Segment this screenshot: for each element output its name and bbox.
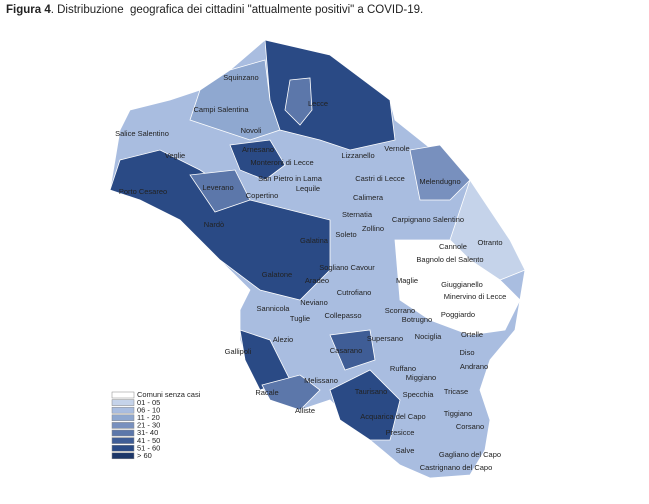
place-label: Cutrofiano	[337, 288, 372, 297]
place-label: Salice Salentino	[115, 129, 169, 138]
legend-swatch	[111, 406, 135, 414]
region-monteroni	[229, 139, 286, 181]
place-label: Corsano	[456, 422, 484, 431]
place-label: Gagliano del Capo	[439, 450, 501, 459]
place-label: Minervino di Lecce	[444, 292, 507, 301]
place-label: Lecce	[308, 99, 328, 108]
place-label: Calimera	[353, 193, 384, 202]
legend-label: 11 - 20	[137, 413, 160, 422]
place-label: Supersano	[367, 334, 403, 343]
place-label: Specchia	[403, 390, 435, 399]
place-label: Copertino	[246, 191, 279, 200]
place-label: Acquarica del Capo	[360, 412, 425, 421]
legend-swatch	[111, 437, 135, 444]
legend-label: 51 - 60	[137, 443, 160, 452]
place-label: Melissano	[304, 376, 338, 385]
region-casarano	[329, 329, 376, 371]
place-label: Galatina	[300, 236, 329, 245]
place-label: Taurisano	[355, 387, 388, 396]
legend-label: 41 - 50	[137, 436, 160, 445]
place-label: Otranto	[477, 238, 502, 247]
place-labels: Squinzano Lecce Campi Salentina Salice Sale…	[115, 73, 506, 472]
place-label: Campi Salentina	[193, 105, 249, 114]
place-label: Castrignano del Capo	[420, 463, 493, 472]
figure-caption: . Distribuzione geografica dei cittadini…	[50, 4, 424, 16]
place-label: Diso	[459, 348, 474, 357]
place-label: Lizzanello	[341, 151, 374, 160]
place-label: Lequile	[296, 184, 320, 193]
place-label: Veglie	[165, 151, 185, 160]
place-label: Melendugno	[419, 177, 460, 186]
place-label: Botrugno	[402, 315, 432, 324]
legend-label: Comuni senza casi	[137, 390, 201, 399]
legend-swatch	[111, 452, 135, 460]
place-label: Collepasso	[324, 311, 361, 320]
place-label: San Pietro in Lama	[258, 174, 323, 183]
region-otranto	[449, 179, 526, 281]
place-label: Racale	[255, 388, 278, 397]
place-label: Nardò	[204, 220, 224, 229]
place-label: Leverano	[202, 183, 233, 192]
legend-label: 06 - 10	[137, 405, 160, 414]
region-south	[329, 369, 401, 441]
place-label: Arnesano	[242, 145, 274, 154]
legend-swatch	[111, 429, 135, 437]
place-label: Porto Cesareo	[119, 187, 167, 196]
place-label: Tricase	[444, 387, 468, 396]
place-label: Cannole	[439, 242, 467, 251]
place-label: Sannicola	[257, 304, 291, 313]
place-label: Monteroni di Lecce	[250, 158, 313, 167]
place-label: Alezio	[273, 335, 293, 344]
legend-swatch	[111, 422, 135, 429]
place-label: Soleto	[335, 230, 356, 239]
place-label: Castri di Lecce	[355, 174, 405, 183]
place-label: Alliste	[295, 406, 315, 415]
place-label: Tuglie	[290, 314, 310, 323]
legend-swatch	[111, 391, 135, 399]
place-label: Andrano	[460, 362, 488, 371]
place-label: Salve	[396, 446, 415, 455]
region-racale	[261, 374, 321, 411]
figure-label: Figura 4	[6, 4, 51, 16]
place-label: Maglie	[396, 276, 418, 285]
place-label: Galatone	[262, 270, 292, 279]
place-label: Gallipoli	[225, 347, 252, 356]
place-label: Zollino	[362, 224, 384, 233]
place-label: Poggiardo	[441, 310, 475, 319]
place-label: Scorrano	[385, 306, 415, 315]
regions	[109, 39, 526, 479]
place-label: Vernole	[384, 144, 409, 153]
figure-title: Figura 4. Distribuzione geografica dei c…	[6, 4, 423, 16]
region-west	[109, 149, 331, 301]
region-lecce-inner	[284, 77, 313, 126]
region-melendugno	[409, 144, 471, 201]
place-label: Carpignano Salentino	[392, 215, 464, 224]
place-label: Aradeo	[305, 276, 329, 285]
legend-label: 21 - 30	[137, 421, 160, 430]
place-label: Squinzano	[223, 73, 258, 82]
place-label: Miggiano	[406, 373, 436, 382]
place-label: Novoli	[241, 126, 262, 135]
legend-label: > 60	[137, 451, 152, 460]
legend-swatch	[111, 414, 135, 422]
place-label: Giuggianello	[441, 280, 483, 289]
place-label: Casarano	[330, 346, 363, 355]
legend-label: 01 - 05	[137, 398, 160, 407]
place-label: Tiggiano	[444, 409, 473, 418]
legend-swatch	[111, 399, 135, 406]
place-label: Presicce	[386, 428, 415, 437]
place-label: Nociglia	[415, 332, 443, 341]
place-label: Sternatia	[342, 210, 373, 219]
place-label: Neviano	[300, 298, 328, 307]
place-label: Bagnolo del Salento	[416, 255, 483, 264]
legend-swatch	[111, 444, 135, 452]
region-leverano	[189, 169, 251, 213]
place-label: Sogliano Cavour	[319, 263, 375, 272]
place-label: Ortelle	[461, 330, 483, 339]
legend-label: 31- 40	[137, 428, 158, 437]
place-label: Ruffano	[390, 364, 416, 373]
